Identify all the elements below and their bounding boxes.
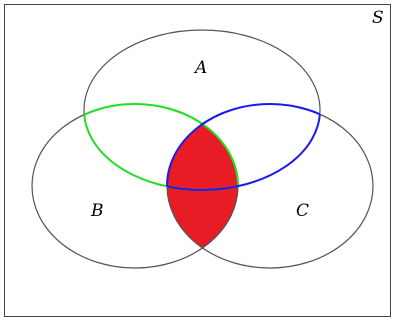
b-intersect-c-region (167, 104, 238, 268)
set-b-label: B (90, 201, 104, 221)
a-intersect-c-outline (166, 103, 321, 191)
universe-label: S (372, 8, 384, 28)
universe-frame (4, 4, 391, 317)
set-c-label: C (296, 201, 309, 221)
a-intersect-b-outline (83, 103, 239, 191)
set-a-label: A (193, 58, 207, 78)
